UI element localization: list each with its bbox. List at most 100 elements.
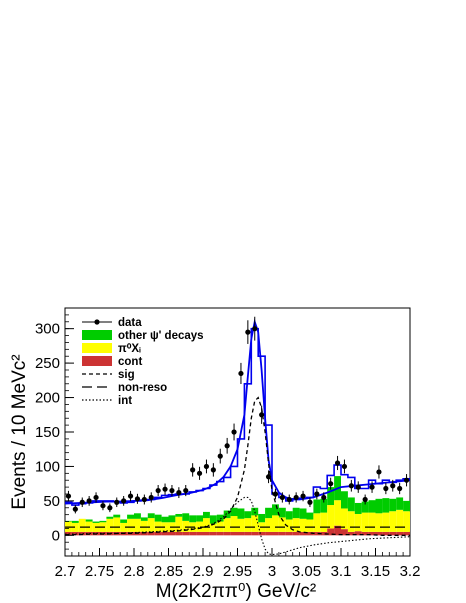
data-point [79, 499, 85, 505]
stack-bar [78, 531, 86, 536]
stack-bar [154, 514, 162, 522]
stack-bar [320, 498, 328, 513]
stack-bar [244, 531, 252, 536]
stack-bar [147, 531, 155, 536]
stack-bar [244, 511, 252, 519]
stack-bar [382, 531, 390, 536]
x-tick-label: 3.1 [331, 563, 352, 580]
stack-bar [230, 516, 238, 532]
data-point [196, 470, 203, 476]
stack-bar [320, 531, 328, 536]
stack-bar [120, 519, 128, 523]
y-tick-label: 100 [35, 458, 60, 475]
stack-bar [216, 514, 224, 522]
x-tick-label: 3.15 [361, 563, 390, 580]
stack-bar [251, 507, 259, 516]
data-point [134, 496, 141, 502]
x-tick-label: 2.95 [223, 563, 252, 580]
data-point [369, 484, 375, 490]
data-point [383, 485, 389, 492]
data-point [72, 506, 78, 512]
total-mc-line [65, 327, 410, 506]
data-point [100, 503, 106, 509]
stack-bar [389, 511, 397, 532]
stack-bar [258, 513, 266, 523]
y-tick-label: 300 [35, 321, 60, 338]
data-point [169, 487, 175, 494]
stack-bar [368, 512, 376, 532]
data-point [224, 443, 230, 449]
stack-bar [278, 517, 286, 532]
stack-bar [251, 515, 259, 532]
legend-label: π⁰Xᵢ [118, 342, 141, 355]
stack-bar [403, 531, 410, 536]
stack-bar [182, 520, 190, 532]
y-axis-title: Events / 10 MeVc² [9, 354, 30, 509]
stack-bar [209, 523, 217, 532]
stack-bar [127, 514, 134, 519]
stack-bar [368, 500, 376, 513]
data-point [328, 481, 334, 487]
stack-bar [375, 513, 383, 532]
stack-bar [354, 513, 362, 532]
stack-bar [140, 531, 148, 536]
x-tick-label: 3.2 [400, 563, 421, 580]
fit-curve [64, 318, 411, 505]
stack-bar [396, 497, 404, 510]
stack-bar [182, 531, 190, 536]
data-point [141, 496, 147, 503]
stack-bar [334, 525, 341, 536]
stack-bar [106, 518, 114, 532]
stack-bar [78, 518, 86, 532]
stack-bar [361, 531, 369, 536]
stack-bar [341, 508, 348, 530]
data-point [210, 467, 216, 473]
stack-bar [71, 531, 79, 536]
stack-bar [285, 511, 293, 520]
legend-swatch [94, 319, 100, 325]
x-tick-label: 2.9 [193, 563, 214, 580]
data-point [279, 494, 285, 501]
stack-bar [196, 531, 203, 536]
stack-bar [71, 522, 79, 532]
x-tick-label: 2.7 [55, 563, 76, 580]
stack-bar [341, 491, 348, 509]
stack-bar [292, 507, 300, 519]
data-point [183, 487, 189, 494]
data-point [162, 486, 168, 492]
stack-bar [203, 518, 210, 532]
data-point [93, 494, 99, 501]
stack-bar [389, 498, 397, 512]
stack-bar [175, 513, 183, 517]
y-tick-label: 0 [52, 527, 60, 544]
stack-bar [209, 531, 217, 536]
data-point [265, 474, 272, 480]
data-point [321, 494, 327, 501]
x-tick-label: 3.05 [292, 563, 321, 580]
stack-bar [320, 512, 328, 532]
stack-bar [196, 515, 203, 522]
stack-bar [71, 520, 79, 523]
stack-bar [113, 517, 121, 532]
data-point [390, 483, 396, 489]
stack-bar [347, 531, 355, 536]
stack-bar [113, 514, 121, 518]
stack-bar [396, 531, 404, 536]
stack-bar [120, 522, 128, 532]
stack-bar [182, 513, 190, 521]
data-point [286, 496, 292, 503]
stack-bar [299, 531, 307, 536]
stack-bar [244, 518, 252, 532]
data-point [155, 487, 161, 494]
stack-bar [368, 531, 376, 536]
data-point [121, 498, 127, 504]
stack-bar [189, 531, 197, 536]
stack-bar [313, 513, 321, 532]
stack-bar [292, 518, 300, 532]
stack-bar [203, 531, 210, 536]
legend-swatch [82, 330, 112, 340]
stack-bar [106, 516, 114, 519]
data-point [148, 494, 154, 501]
stack-bar [403, 511, 410, 532]
legend-label: other ψ' decays [118, 330, 204, 342]
